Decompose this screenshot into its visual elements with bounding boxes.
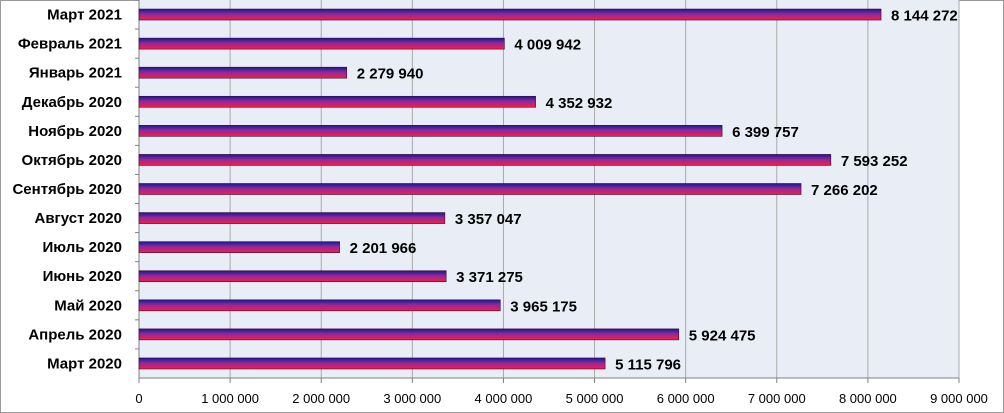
x-tick-label: 0 (135, 391, 142, 406)
bar (138, 37, 505, 50)
bar (138, 357, 606, 370)
category-label: Апрель 2020 (28, 326, 122, 343)
bar (138, 299, 501, 312)
bar (138, 95, 536, 108)
category-label: Май 2020 (54, 297, 122, 314)
axes (135, 0, 960, 383)
bar (138, 8, 882, 21)
category-labels: Март 2021 Февраль 2021 Январь 2021 Декабрь … (12, 7, 122, 373)
category-label: Март 2020 (47, 355, 122, 372)
category-label: Июль 2020 (42, 239, 122, 256)
category-label: Сентябрь 2020 (12, 181, 122, 198)
value-label: 5 115 796 (615, 356, 681, 373)
x-tick-label: 6 000 000 (657, 391, 715, 406)
value-label: 7 266 202 (811, 182, 878, 199)
x-tick-labels: 0 1 000 000 2 000 000 3 000 000 4 000 000 5 0… (135, 391, 988, 406)
category-label: Март 2021 (47, 7, 122, 24)
value-label: 5 924 475 (689, 327, 756, 344)
category-label: Январь 2021 (29, 65, 122, 82)
category-label: Июнь 2020 (43, 268, 122, 285)
category-label: Декабрь 2020 (22, 94, 122, 111)
value-label: 7 593 252 (841, 153, 908, 170)
category-label: Октябрь 2020 (22, 152, 122, 169)
value-label: 2 201 966 (350, 240, 417, 257)
category-label: Август 2020 (35, 210, 123, 227)
bar (138, 270, 447, 283)
value-label: 3 371 275 (456, 269, 523, 286)
value-label: 8 144 272 (891, 8, 958, 25)
x-tick-label: 3 000 000 (383, 391, 441, 406)
value-label: 2 279 940 (357, 66, 424, 83)
x-tick-label: 8 000 000 (839, 391, 897, 406)
bar (138, 212, 446, 224)
x-tick-label: 2 000 000 (292, 391, 350, 406)
value-label: 4 009 942 (514, 37, 581, 54)
category-label: Февраль 2021 (18, 36, 122, 53)
bar (138, 154, 832, 166)
category-label: Ноябрь 2020 (28, 123, 122, 140)
value-label: 6 399 757 (732, 124, 799, 141)
bar (138, 66, 348, 79)
bar (138, 241, 340, 253)
x-tick-label: 4 000 000 (475, 391, 533, 406)
x-tick-label: 9 000 000 (930, 391, 988, 406)
bar (138, 183, 802, 195)
value-label: 3 965 175 (510, 298, 577, 315)
value-label: 4 352 932 (546, 95, 613, 112)
value-labels: 8 144 272 4 009 942 2 279 940 4 352 932 6 39… (350, 8, 958, 374)
x-tick-label: 1 000 000 (201, 391, 259, 406)
bars (138, 8, 882, 370)
bar (138, 125, 723, 137)
x-tick-label: 5 000 000 (566, 391, 624, 406)
x-tick-label: 7 000 000 (748, 391, 806, 406)
value-label: 3 357 047 (455, 211, 522, 228)
bar (138, 328, 680, 341)
